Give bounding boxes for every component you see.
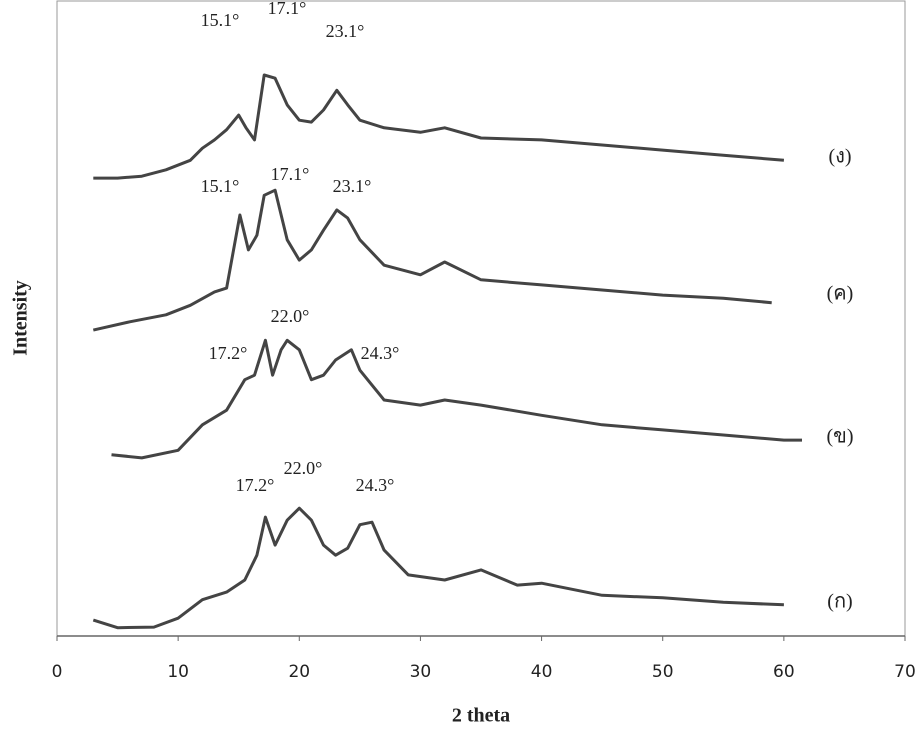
x-tick-label: 50: [652, 662, 674, 682]
x-tick-label: 40: [531, 662, 553, 682]
peak-label: 22.0°: [284, 458, 323, 478]
x-tick-label: 20: [288, 662, 310, 682]
series-label: (ก): [827, 591, 852, 613]
xrd-curve: [92, 188, 772, 332]
xrd-curve: [111, 338, 802, 460]
xrd-curve: [93, 73, 785, 180]
peak-label: 22.0°: [271, 306, 310, 326]
plot-frame: [56, 0, 906, 637]
x-tick-label: 70: [894, 662, 916, 682]
peak-label: 24.3°: [356, 475, 395, 495]
peak-label: 17.1°: [271, 164, 310, 184]
x-tick-label: 0: [52, 662, 63, 682]
x-axis-label: 2 theta: [452, 705, 510, 727]
peak-label: 17.2°: [236, 475, 275, 495]
peak-label: 23.1°: [326, 21, 365, 41]
peak-label: 24.3°: [361, 343, 400, 363]
peak-label: 17.2°: [209, 343, 248, 363]
series-label: (ข): [827, 426, 854, 448]
peak-label: 23.1°: [333, 176, 372, 196]
peak-label: 15.1°: [201, 10, 240, 30]
peak-label: 17.1°: [268, 0, 307, 18]
peak-label: 15.1°: [201, 176, 240, 196]
x-tick-label: 30: [410, 662, 432, 682]
xrd-curve: [92, 506, 784, 630]
y-axis-label: Intensity: [10, 280, 32, 356]
series-label: (ค): [827, 283, 854, 305]
x-tick-label: 10: [167, 662, 189, 682]
series-label: (ง): [828, 146, 851, 168]
x-tick-label: 60: [773, 662, 795, 682]
